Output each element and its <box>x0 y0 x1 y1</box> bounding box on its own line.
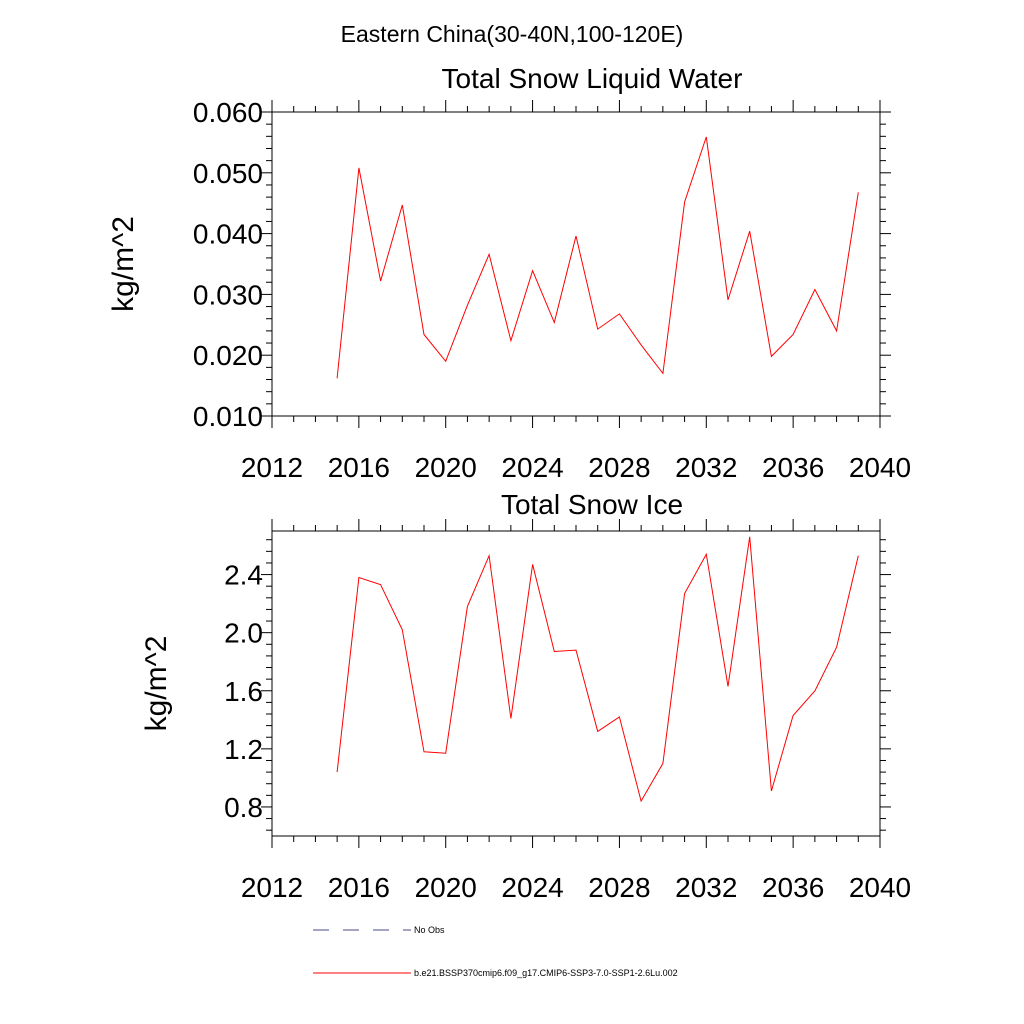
x-tick-label: 2040 <box>849 452 911 483</box>
x-tick-label: 2036 <box>762 452 824 483</box>
chart-title: Total Snow Ice <box>501 489 683 520</box>
y-axis-label: kg/m^2 <box>107 216 140 312</box>
x-tick-label: 2028 <box>588 452 650 483</box>
y-tick-label: 0.8 <box>224 792 263 823</box>
series-line <box>336 536 859 803</box>
y-tick-label: 0.050 <box>193 158 263 189</box>
legend-label-no-obs: No Obs <box>414 925 445 935</box>
x-tick-label: 2016 <box>328 872 390 903</box>
y-tick-label: 0.020 <box>193 340 263 371</box>
chart-title: Total Snow Liquid Water <box>442 63 743 94</box>
x-tick-label: 2020 <box>415 452 477 483</box>
figure-title: Eastern China(30-40N,100-120E) <box>341 21 684 47</box>
x-tick-label: 2012 <box>241 872 303 903</box>
y-tick-label: 0.010 <box>193 401 263 432</box>
y-tick-label: 2.4 <box>224 560 263 591</box>
legend: No Obs b.e21.BSSP370cmip6.f09_g17.CMIP6-… <box>313 925 678 978</box>
x-tick-label: 2012 <box>241 452 303 483</box>
y-tick-label: 0.060 <box>193 97 263 128</box>
y-tick-label: 0.040 <box>193 219 263 250</box>
x-tick-label: 2024 <box>501 452 563 483</box>
x-tick-label: 2024 <box>501 872 563 903</box>
panel-total-snow-liquid-water: Total Snow Liquid Water kg/m^2 2012 2016 202… <box>107 63 911 483</box>
x-tick-label: 2016 <box>328 452 390 483</box>
x-tick-label: 2028 <box>588 872 650 903</box>
y-tick-label: 0.030 <box>193 279 263 310</box>
panel-total-snow-ice: Total Snow Ice kg/m^2 2012 2016 2020 2024 2028… <box>140 489 911 903</box>
series-line <box>336 136 859 379</box>
x-tick-label: 2032 <box>675 452 737 483</box>
y-tick-label: 1.2 <box>224 734 263 765</box>
y-tick-label: 1.6 <box>224 676 263 707</box>
x-tick-label: 2036 <box>762 872 824 903</box>
x-tick-label: 2032 <box>675 872 737 903</box>
x-tick-label: 2020 <box>415 872 477 903</box>
legend-label-model-run: b.e21.BSSP370cmip6.f09_g17.CMIP6-SSP3-7.… <box>414 968 678 978</box>
x-tick-label: 2040 <box>849 872 911 903</box>
y-tick-label: 2.0 <box>224 618 263 649</box>
y-axis-label: kg/m^2 <box>140 636 173 732</box>
